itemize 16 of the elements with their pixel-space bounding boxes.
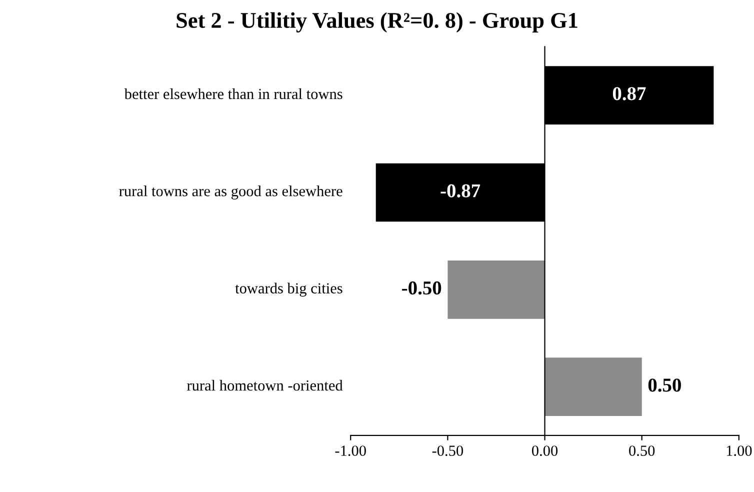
data-label: 0.87 [612,87,646,100]
bar [544,358,642,416]
data-label: -0.87 [440,184,480,198]
data-label: -0.50 [402,281,442,295]
x-tick-label: -1.00 [335,446,366,456]
x-tick-label: 1.00 [726,446,752,456]
data-label: 0.50 [648,378,681,392]
bar [448,260,545,319]
chart-title: Set 2 - Utilitiy Values (R²=0. 8) - Group G1 [176,12,578,33]
x-tick-label: -0.50 [432,446,464,456]
y-tick-label: better elsewhere than in rural towns [124,88,342,100]
y-tick-label: rural towns are as good as elsewhere [119,186,342,200]
x-tick-label: 0.50 [629,446,655,456]
x-tick-label: 0.00 [532,446,558,456]
y-tick-label: towards big cities [235,282,342,297]
y-tick-label: rural hometown -oriented [187,380,343,391]
